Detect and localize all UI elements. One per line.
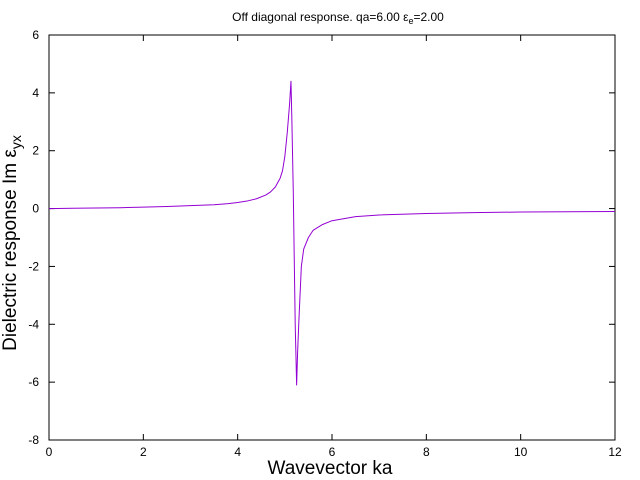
x-tick-label: 2 — [140, 445, 147, 459]
chart-title-suffix: =2.00 — [413, 10, 444, 24]
y-axis-title-prefix: Dielectric response Im — [0, 158, 21, 351]
x-tick-label: 4 — [234, 445, 241, 459]
chart-title: Off diagonal response. qa=6.00 εe=2.00 — [232, 10, 444, 26]
chart-title-eps: ε — [403, 10, 409, 24]
plot-frame — [48, 34, 616, 441]
y-axis-title-eps: ε — [0, 149, 21, 158]
y-tick-label: 2 — [32, 144, 39, 158]
x-axis-title: Wavevector ka — [268, 458, 393, 479]
y-axis: -8 -6 -4 -2 0 2 4 6 — [28, 28, 615, 447]
series-layer — [48, 80, 616, 386]
x-tick-label: 6 — [329, 445, 336, 459]
x-tick-label: 12 — [608, 445, 622, 459]
y-tick-label: 0 — [32, 202, 39, 216]
x-tick-label: 0 — [46, 445, 53, 459]
x-tick-label: 10 — [514, 445, 528, 459]
y-tick-label: 4 — [32, 86, 39, 100]
y-tick-label: -8 — [28, 433, 39, 447]
y-axis-title: Dielectric response Im εyx — [0, 135, 24, 351]
x-axis: 0 2 4 6 8 10 12 — [46, 35, 622, 459]
y-axis-title-sub: yx — [8, 135, 24, 149]
y-tick-label: 6 — [32, 28, 39, 42]
y-tick-label: -2 — [28, 259, 39, 273]
series-line — [48, 80, 616, 386]
x-tick-label: 8 — [423, 445, 430, 459]
y-tick-label: -4 — [28, 317, 39, 331]
chart-title-prefix: Off diagonal response. qa=6.00 — [232, 10, 403, 24]
y-tick-label: -6 — [28, 375, 39, 389]
chart-title-eps-sub: e — [408, 16, 413, 26]
